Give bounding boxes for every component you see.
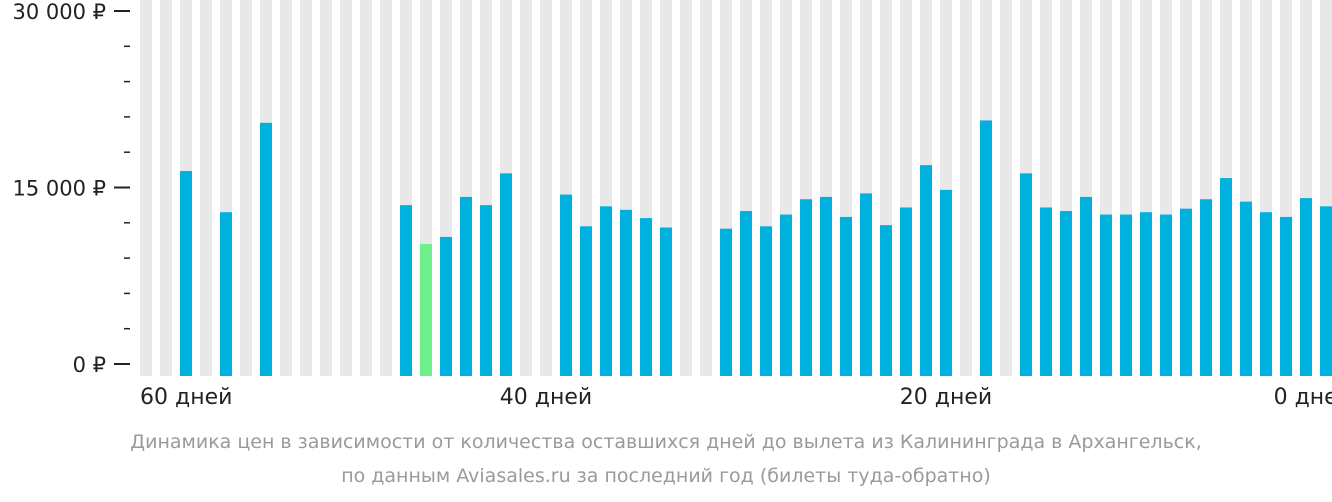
background-column <box>680 0 692 376</box>
background-column <box>340 0 352 376</box>
price-bar <box>1040 207 1052 376</box>
price-bar <box>1280 216 1292 376</box>
background-column <box>1000 0 1012 376</box>
background-columns <box>140 0 1332 376</box>
price-bar <box>560 194 572 376</box>
price-dynamics-chart: 30 000 ₽ 15 000 ₽ 0 ₽ 60 дней 40 дней 20 дне… <box>12 0 1332 410</box>
chart-caption: Динамика цен в зависимости от количества… <box>0 425 1332 493</box>
price-bar <box>860 193 872 376</box>
background-column <box>700 0 712 376</box>
price-bars <box>180 120 1332 377</box>
x-tick-label: 40 дней <box>500 385 592 410</box>
x-tick-label: 60 дней <box>140 385 232 410</box>
price-bar <box>800 199 812 376</box>
price-bar <box>400 205 412 376</box>
highlighted-price-bar <box>420 243 432 376</box>
price-bar <box>1240 201 1252 376</box>
background-column <box>300 0 312 376</box>
price-bar <box>660 227 672 376</box>
price-bar <box>640 218 652 376</box>
price-bar <box>1120 214 1132 376</box>
background-column <box>280 0 292 376</box>
y-tick-label: 30 000 ₽ <box>12 0 106 24</box>
price-bar <box>1140 212 1152 376</box>
price-bar <box>500 173 512 376</box>
price-bar <box>600 206 612 376</box>
x-axis: 60 дней 40 дней 20 дней 0 дней <box>140 385 1332 410</box>
price-bar <box>1180 208 1192 376</box>
price-bar <box>1100 214 1112 376</box>
price-bar <box>920 165 932 376</box>
y-tick-label: 0 ₽ <box>73 353 106 377</box>
price-bar <box>1160 214 1172 376</box>
background-column <box>380 0 392 376</box>
price-bar <box>840 216 852 376</box>
price-bar <box>1260 212 1272 376</box>
price-bar <box>460 196 472 376</box>
background-column <box>520 0 532 376</box>
price-bar <box>220 212 232 376</box>
background-column <box>960 0 972 376</box>
background-column <box>360 0 372 376</box>
caption-line-1: Динамика цен в зависимости от количества… <box>130 431 1202 453</box>
price-bar <box>780 214 792 376</box>
price-bar <box>980 120 992 377</box>
price-bar <box>580 226 592 376</box>
background-column <box>160 0 172 376</box>
price-bar <box>440 236 452 376</box>
price-bar <box>1080 196 1092 376</box>
price-bar <box>260 122 272 377</box>
price-bar <box>820 196 832 376</box>
background-column <box>320 0 332 376</box>
price-bar <box>1300 198 1312 376</box>
background-column <box>140 0 152 376</box>
x-tick-label: 0 дней <box>1274 385 1332 410</box>
price-bar <box>720 228 732 376</box>
price-bar <box>940 189 952 376</box>
background-column <box>540 0 552 376</box>
background-column <box>200 0 212 376</box>
price-bar <box>1200 199 1212 376</box>
price-bar <box>880 225 892 376</box>
background-column <box>240 0 252 376</box>
x-tick-label: 20 дней <box>900 385 992 410</box>
caption-line-2: по данным Aviasales.ru за последний год … <box>341 465 991 487</box>
price-bar <box>900 207 912 376</box>
price-bar <box>1060 211 1072 376</box>
price-bar <box>180 171 192 376</box>
price-bar <box>620 209 632 376</box>
price-bar <box>740 211 752 376</box>
y-tick-label: 15 000 ₽ <box>12 177 106 201</box>
price-bar <box>1020 173 1032 376</box>
price-bar <box>480 205 492 376</box>
price-bar <box>760 226 772 376</box>
price-bar <box>1320 206 1332 376</box>
price-bar <box>1220 178 1232 376</box>
y-axis: 30 000 ₽ 15 000 ₽ 0 ₽ <box>12 0 130 377</box>
